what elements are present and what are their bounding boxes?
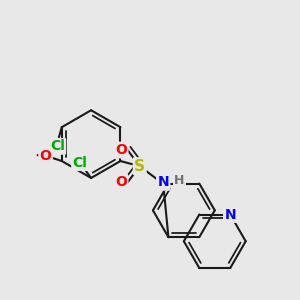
- Text: O: O: [115, 143, 127, 157]
- Text: S: S: [134, 159, 145, 174]
- Text: O: O: [40, 149, 52, 163]
- Text: Cl: Cl: [50, 139, 65, 153]
- Text: O: O: [115, 176, 127, 189]
- Text: N: N: [158, 176, 169, 189]
- Text: N: N: [224, 208, 236, 221]
- Text: H: H: [174, 174, 184, 188]
- Text: Cl: Cl: [73, 156, 87, 170]
